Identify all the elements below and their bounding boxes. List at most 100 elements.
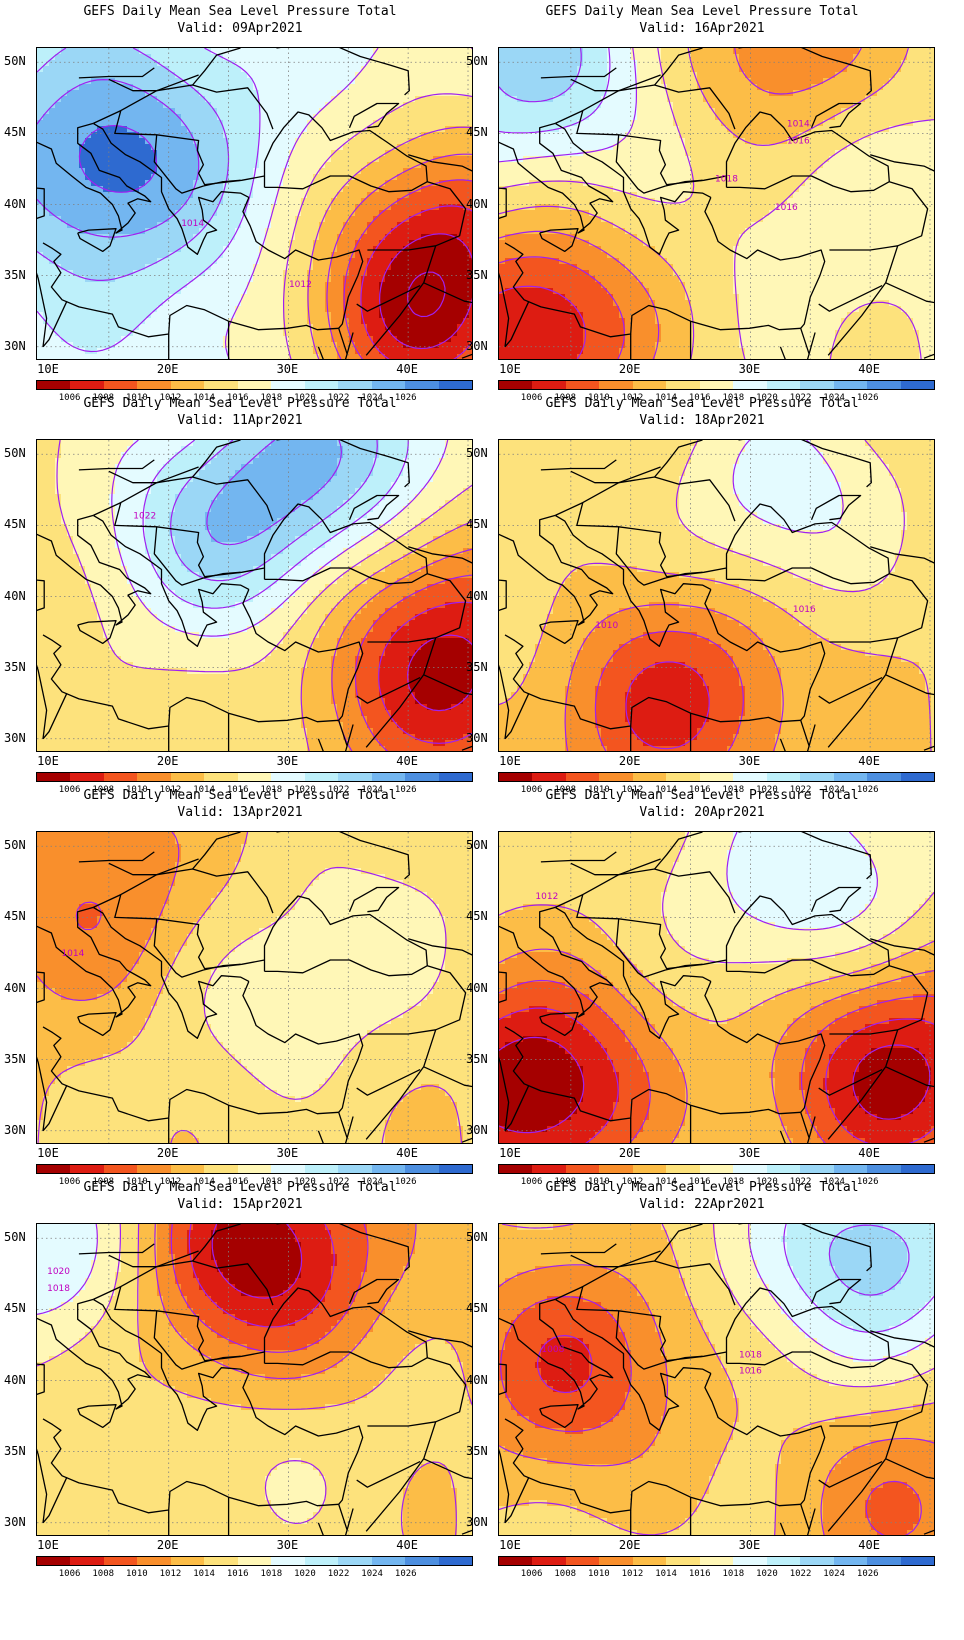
colorbar-label: 1020 xyxy=(294,1177,316,1187)
longitude-label: 30E xyxy=(739,1147,761,1159)
colorbar-swatch xyxy=(532,381,566,389)
lat-lon-grid xyxy=(499,440,934,751)
colorbar-swatch xyxy=(867,1557,901,1565)
colorbar-swatch xyxy=(237,1165,272,1173)
colorbar-swatch xyxy=(438,1165,473,1173)
colorbar-label: 1024 xyxy=(361,1569,383,1579)
colorbar-swatch xyxy=(137,773,171,781)
latitude-label: 35N xyxy=(4,1053,34,1065)
panel-title: GEFS Daily Mean Sea Level Pressure Total xyxy=(462,4,942,20)
pressure-map: 1020 1018 xyxy=(36,1223,473,1536)
colorbar-label: 1022 xyxy=(790,785,812,795)
colorbar-label: 1012 xyxy=(160,1177,182,1187)
latitude-label: 50N xyxy=(466,839,496,851)
map-panel: GEFS Daily Mean Sea Level Pressure Total… xyxy=(462,1176,942,1586)
colorbar-swatch xyxy=(699,1557,734,1565)
pressure-fill xyxy=(37,48,472,359)
map-panel: GEFS Daily Mean Sea Level Pressure Total… xyxy=(0,392,480,802)
colorbar-label: 1016 xyxy=(227,1569,249,1579)
longitude-label: 10E xyxy=(499,755,521,767)
colorbar-label: 1016 xyxy=(689,1569,711,1579)
colorbar-swatch xyxy=(170,773,205,781)
colorbar-swatch xyxy=(867,1165,901,1173)
longitude-label: 20E xyxy=(157,363,179,375)
colorbar-swatch xyxy=(499,773,533,781)
colorbar-label: 1018 xyxy=(260,785,282,795)
colorbar-swatch xyxy=(599,1165,633,1173)
colorbar-swatch xyxy=(733,773,767,781)
latitude-label: 45N xyxy=(4,1302,34,1314)
pressure-field-svg: 1012 1014 xyxy=(37,48,472,359)
latitude-label: 30N xyxy=(4,1124,34,1136)
colorbar xyxy=(36,1556,473,1566)
colorbar-swatch xyxy=(867,381,901,389)
colorbar-swatch xyxy=(599,773,633,781)
isobar-label: 1022 xyxy=(133,511,156,521)
longitude-label: 30E xyxy=(277,1147,299,1159)
colorbar-swatch xyxy=(237,381,272,389)
isobars xyxy=(37,1224,472,1535)
colorbar-swatch xyxy=(800,773,834,781)
coastlines xyxy=(499,48,934,359)
lat-lon-grid xyxy=(499,48,934,359)
colorbar-swatch xyxy=(304,1165,339,1173)
colorbar-swatch xyxy=(237,773,272,781)
colorbar-label: 1020 xyxy=(756,1177,778,1187)
colorbar-label: 1020 xyxy=(294,1569,316,1579)
pressure-fill xyxy=(37,1224,472,1535)
longitude-label: 20E xyxy=(619,1539,641,1551)
colorbar-swatch xyxy=(666,1165,700,1173)
latitude-label: 45N xyxy=(466,126,496,138)
latitude-label: 40N xyxy=(4,590,34,602)
colorbar-label: 1024 xyxy=(361,393,383,403)
colorbar-label: 1024 xyxy=(823,785,845,795)
colorbar-swatch xyxy=(37,1557,71,1565)
isobar-label: 1020 xyxy=(47,1267,70,1277)
colorbar-swatch xyxy=(70,1165,104,1173)
colorbar-swatch xyxy=(405,1165,439,1173)
isobar-label: 1016 xyxy=(739,1366,762,1376)
colorbar-swatch xyxy=(37,773,71,781)
longitude-label: 20E xyxy=(157,1539,179,1551)
colorbar-swatch xyxy=(733,1165,767,1173)
colorbar-label: 1026 xyxy=(857,393,879,403)
colorbar-label: 1026 xyxy=(395,1177,417,1187)
isobar-label: 1008 xyxy=(541,1345,564,1355)
longitude-label: 30E xyxy=(277,363,299,375)
longitude-label: 10E xyxy=(37,363,59,375)
colorbar-swatch xyxy=(438,381,473,389)
map-panel: GEFS Daily Mean Sea Level Pressure Total… xyxy=(462,784,942,1194)
lat-lon-grid xyxy=(37,48,472,359)
colorbar-label: 1006 xyxy=(521,393,543,403)
isobar-label: 1010 xyxy=(595,621,618,631)
colorbar-swatch xyxy=(766,773,801,781)
colorbar-swatch xyxy=(204,381,238,389)
isobar-label: 1018 xyxy=(715,175,738,185)
latitude-label: 45N xyxy=(4,910,34,922)
latitude-label: 45N xyxy=(466,518,496,530)
colorbar-swatch xyxy=(499,381,533,389)
longitude-label: 20E xyxy=(619,363,641,375)
colorbar-swatch xyxy=(900,773,935,781)
pressure-fill xyxy=(499,832,934,1143)
coastlines xyxy=(499,440,934,751)
colorbar-label: 1026 xyxy=(395,785,417,795)
isobars xyxy=(499,48,934,359)
latitude-label: 40N xyxy=(466,590,496,602)
colorbar-swatch xyxy=(405,773,439,781)
colorbar-label: 1018 xyxy=(722,785,744,795)
longitude-label: 20E xyxy=(619,1147,641,1159)
isobars xyxy=(37,48,472,359)
colorbar-label: 1014 xyxy=(655,1569,677,1579)
isobar-label: 1014 xyxy=(181,219,204,229)
longitude-label: 40E xyxy=(858,363,880,375)
colorbar-label: 1008 xyxy=(92,785,114,795)
colorbar-swatch xyxy=(666,773,700,781)
latitude-label: 40N xyxy=(466,198,496,210)
latitude-label: 30N xyxy=(466,340,496,352)
colorbar-swatch xyxy=(70,773,104,781)
colorbar-label: 1022 xyxy=(328,1569,350,1579)
panel-title: GEFS Daily Mean Sea Level Pressure Total xyxy=(0,396,480,412)
longitude-label: 30E xyxy=(277,1539,299,1551)
panel-valid-date: Valid: 13Apr2021 xyxy=(0,805,480,821)
